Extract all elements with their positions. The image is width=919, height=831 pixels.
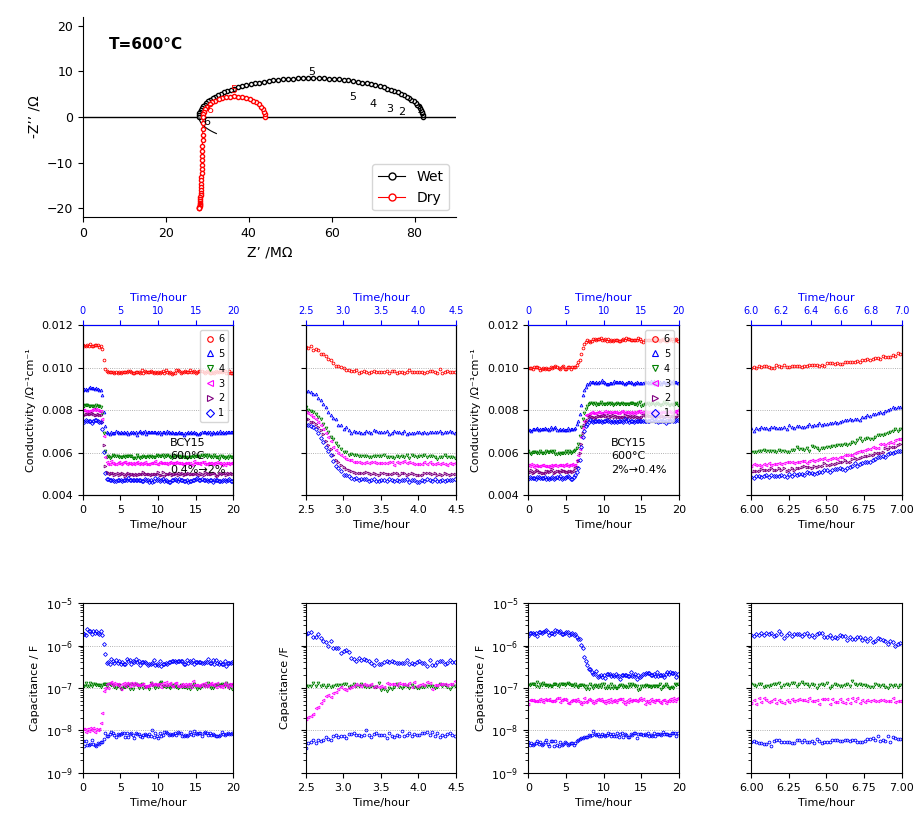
Text: 5: 5 <box>231 85 237 95</box>
X-axis label: Time/hour: Time/hour <box>574 798 631 808</box>
Text: 4: 4 <box>369 99 376 109</box>
Y-axis label: Capacitance /F: Capacitance /F <box>280 647 290 730</box>
X-axis label: Time/hour: Time/hour <box>574 520 631 530</box>
Y-axis label: Capacitance / F: Capacitance / F <box>30 645 40 731</box>
X-axis label: Time/hour: Time/hour <box>352 798 409 808</box>
Text: BCY15
600°C
0.4%→2%: BCY15 600°C 0.4%→2% <box>170 438 225 475</box>
Text: 1: 1 <box>417 106 424 116</box>
Text: 6: 6 <box>203 117 210 127</box>
Legend: 6, 5, 4, 3, 2, 1: 6, 5, 4, 3, 2, 1 <box>644 330 674 422</box>
X-axis label: Time/hour: Time/hour <box>130 293 187 303</box>
Legend: Wet, Dry: Wet, Dry <box>371 165 448 210</box>
Y-axis label: Capacitance / F: Capacitance / F <box>475 645 485 731</box>
X-axis label: Time/hour: Time/hour <box>797 520 854 530</box>
Text: BCY15
600°C
2%→0.4%: BCY15 600°C 2%→0.4% <box>610 438 666 475</box>
X-axis label: Time/hour: Time/hour <box>352 293 409 303</box>
X-axis label: Time/hour: Time/hour <box>797 293 854 303</box>
X-axis label: Time/hour: Time/hour <box>130 798 187 808</box>
Y-axis label: -Z’’ /Ω: -Z’’ /Ω <box>28 96 41 138</box>
Text: 2: 2 <box>398 107 405 117</box>
Legend: 6, 5, 4, 3, 2, 1: 6, 5, 4, 3, 2, 1 <box>199 330 228 422</box>
X-axis label: Time/hour: Time/hour <box>130 520 187 530</box>
Y-axis label: Conductivity /Ω⁻¹cm⁻¹: Conductivity /Ω⁻¹cm⁻¹ <box>26 348 36 472</box>
X-axis label: Time/hour: Time/hour <box>797 798 854 808</box>
Y-axis label: Conductivity /Ω⁻¹cm⁻¹: Conductivity /Ω⁻¹cm⁻¹ <box>471 348 481 472</box>
X-axis label: Time/hour: Time/hour <box>574 293 631 303</box>
Text: 5: 5 <box>348 91 356 101</box>
X-axis label: Time/hour: Time/hour <box>352 520 409 530</box>
Text: 3: 3 <box>386 105 392 115</box>
X-axis label: Z’ /MΩ: Z’ /MΩ <box>246 245 292 259</box>
Text: T=600°C: T=600°C <box>108 37 183 52</box>
Text: 5: 5 <box>308 66 315 76</box>
Text: 6: 6 <box>206 106 212 116</box>
